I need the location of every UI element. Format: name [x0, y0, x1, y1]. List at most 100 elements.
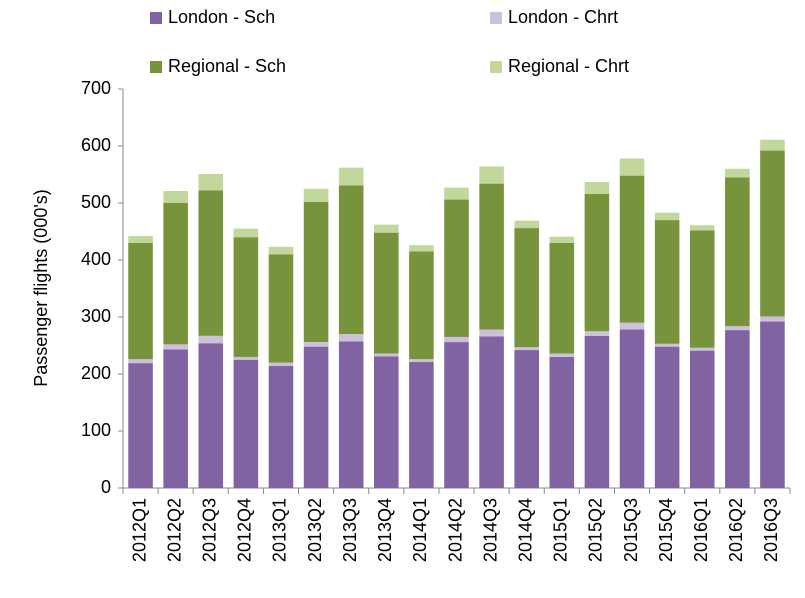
legend-swatch [150, 12, 162, 24]
bar-segment [198, 335, 224, 344]
bar-segment [303, 188, 329, 202]
x-tick-label: 2016Q1 [691, 498, 711, 562]
x-tick-label: 2015Q3 [621, 498, 641, 562]
bar-segment [654, 346, 680, 488]
x-tick-label: 2012Q1 [129, 498, 149, 562]
legend-label: London - Sch [168, 7, 275, 27]
bar-segment [163, 349, 188, 488]
legend-label: London - Chrt [508, 7, 618, 27]
bar-segment [338, 334, 364, 342]
x-tick-label: 2013Q4 [375, 498, 395, 562]
bar-segment [444, 187, 469, 200]
bar-segment [514, 347, 539, 351]
bar-segment [654, 343, 680, 347]
bar-segment [549, 353, 575, 357]
bar-segment [303, 342, 329, 347]
legend-swatch [490, 12, 502, 24]
bar-segment [549, 236, 575, 243]
y-tick-label: 300 [81, 306, 111, 326]
y-tick-label: 100 [81, 420, 111, 440]
y-tick-label: 400 [81, 249, 111, 269]
y-tick-label: 0 [101, 477, 111, 497]
bar-segment [268, 362, 294, 367]
bar-segment [514, 228, 539, 348]
x-tick-label: 2014Q1 [410, 498, 430, 562]
bar-segment [549, 356, 575, 488]
bar-segment [760, 316, 785, 322]
bar-segment [409, 362, 434, 488]
bar-segment [374, 232, 399, 354]
bar-segment [338, 167, 364, 186]
bar-segment [303, 201, 329, 343]
bar-segment [198, 173, 224, 191]
bar-segment [689, 230, 715, 348]
bar-segment [479, 183, 504, 330]
x-tick-label: 2012Q2 [164, 498, 184, 562]
bar-segment [549, 242, 575, 354]
bar-segment [409, 245, 434, 252]
bar-segment [268, 366, 294, 488]
bar-segment [268, 254, 294, 363]
x-tick-label: 2015Q2 [586, 498, 606, 562]
bar-segment [725, 326, 750, 331]
bar-segment [584, 335, 610, 488]
bar-segment [689, 347, 715, 351]
bar-segment [725, 330, 750, 488]
y-tick-label: 500 [81, 192, 111, 212]
bar-segment [654, 212, 680, 221]
bar-segment [198, 343, 224, 488]
bar-segment [584, 181, 610, 194]
x-tick-label: 2012Q4 [235, 498, 255, 562]
legend-swatch [490, 61, 502, 73]
legend-label: Regional - Sch [168, 56, 286, 76]
y-tick-label: 700 [81, 78, 111, 98]
x-tick-label: 2015Q4 [656, 498, 676, 562]
bar-segment [619, 329, 645, 488]
x-tick-label: 2013Q1 [270, 498, 290, 562]
bar-segment [619, 175, 645, 323]
bar-segment [303, 346, 329, 488]
bar-segment [619, 158, 645, 176]
bar-segment [479, 166, 504, 184]
x-tick-label: 2013Q2 [305, 498, 325, 562]
bar-segment [760, 321, 785, 488]
x-tick-label: 2013Q3 [340, 498, 360, 562]
bar-segment [338, 341, 364, 488]
bar-segment [163, 203, 188, 345]
x-tick-label: 2016Q3 [761, 498, 781, 562]
bar-segment [619, 322, 645, 330]
bar-segment [128, 242, 153, 360]
bar-segment [268, 246, 294, 255]
y-tick-label: 200 [81, 363, 111, 383]
bar-segment [128, 359, 153, 364]
bar-segment [198, 190, 224, 336]
bar-segment [689, 225, 715, 231]
bar-segment [479, 336, 504, 488]
y-tick-label: 600 [81, 135, 111, 155]
bar-segment [163, 191, 188, 203]
x-tick-label: 2012Q3 [200, 498, 220, 562]
bar-segment [233, 359, 259, 488]
bar-segment [374, 353, 399, 357]
bar-segment [514, 350, 539, 488]
bar-segment [760, 139, 785, 151]
bar-segment [374, 356, 399, 488]
bar-segment [444, 199, 469, 337]
x-tick-label: 2014Q3 [480, 498, 500, 562]
bar-segment [233, 228, 259, 238]
bar-segment [725, 168, 750, 178]
bar-segment [233, 237, 259, 357]
bar-segment [584, 193, 610, 332]
x-tick-label: 2015Q1 [551, 498, 571, 562]
bar-segment [409, 251, 434, 360]
bar-segment [760, 150, 785, 317]
bar-segment [444, 336, 469, 343]
legend-label: Regional - Chrt [508, 56, 629, 76]
bar-segment [444, 342, 469, 488]
bar-segment [689, 350, 715, 488]
bar-segment [654, 220, 680, 344]
bar-segment [128, 363, 153, 488]
bar-segment [479, 329, 504, 337]
bar-segment [128, 236, 153, 243]
